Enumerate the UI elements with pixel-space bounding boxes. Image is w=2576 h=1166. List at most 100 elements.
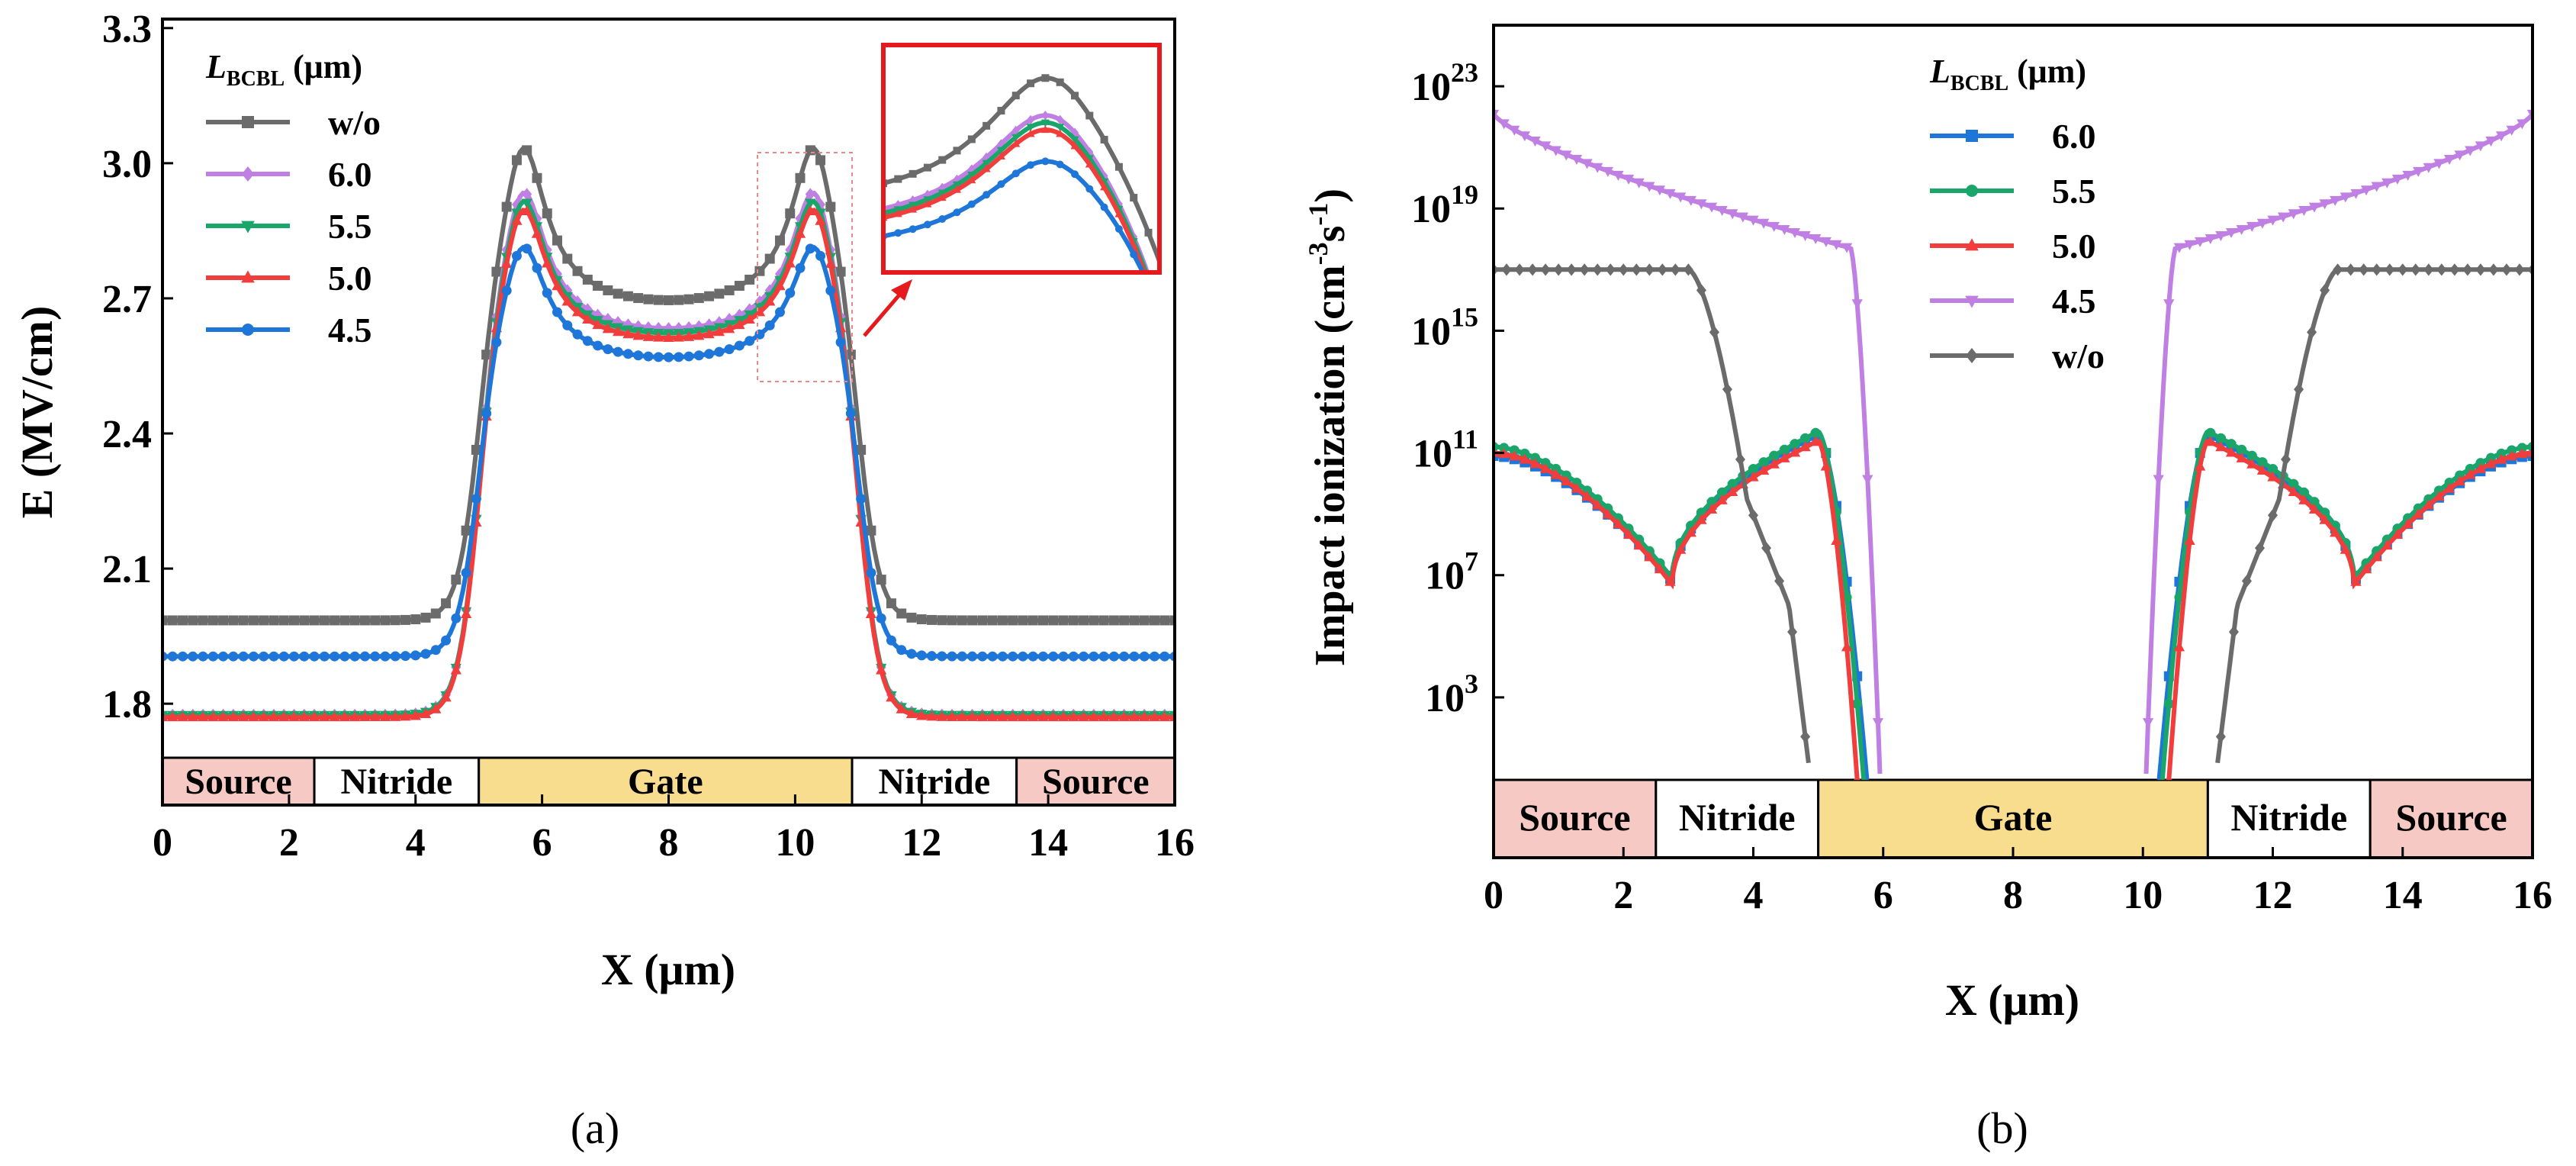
data-point	[1527, 263, 1538, 276]
inset-frame	[881, 43, 1162, 275]
series-a-w/o	[162, 145, 1175, 626]
data-point	[1529, 137, 1541, 147]
data-point	[380, 651, 391, 662]
data-point	[1758, 218, 1770, 229]
data-point	[178, 615, 188, 626]
data-point	[613, 346, 623, 357]
data-point	[2501, 263, 2512, 276]
data-point	[714, 288, 725, 299]
inset-series-4.5	[883, 157, 1146, 272]
x-tick-label: 0	[1484, 874, 1503, 917]
data-point	[1018, 615, 1028, 626]
data-point	[1118, 711, 1130, 722]
inset-point	[996, 147, 1005, 155]
region-label: Nitride	[341, 762, 453, 802]
data-point	[2268, 509, 2278, 522]
zoom-box	[757, 152, 853, 382]
inset-point	[938, 215, 947, 224]
data-point	[2153, 475, 2164, 485]
data-point	[1581, 491, 1593, 501]
data-point	[501, 258, 513, 269]
inset-point	[1011, 92, 1020, 100]
data-point	[2308, 503, 2320, 514]
data-point	[1068, 615, 1079, 626]
inset-point	[1056, 160, 1064, 169]
data-point	[664, 352, 674, 362]
data-point	[825, 285, 836, 296]
panel-a: Source Nitride Gate Nitride Source 0 2 4 6 8 10 12…	[12, 8, 1195, 1153]
x-tick-label: 10	[2123, 874, 2163, 917]
y-tick-label: 2.4	[102, 413, 152, 456]
data-point	[410, 650, 421, 661]
data-point	[269, 615, 279, 626]
data-point	[2215, 441, 2227, 452]
data-point	[704, 349, 715, 359]
data-point	[2166, 774, 2172, 780]
data-point	[1685, 527, 1696, 537]
data-point	[2506, 450, 2517, 461]
inset-point	[894, 229, 902, 237]
region-label: Source	[1042, 762, 1149, 802]
data-point	[2267, 215, 2279, 226]
data-point	[1602, 508, 1613, 519]
inset-point	[937, 193, 947, 201]
data-point	[744, 336, 755, 346]
data-point	[805, 145, 815, 156]
data-point	[207, 711, 219, 722]
region-gate	[1817, 778, 2209, 859]
data-point	[2277, 212, 2289, 223]
data-point	[289, 651, 300, 662]
data-point	[825, 258, 836, 269]
data-point	[1098, 711, 1110, 722]
data-point	[2173, 243, 2185, 253]
data-point	[542, 257, 553, 268]
data-point	[2228, 625, 2239, 639]
data-point	[2257, 457, 2268, 468]
data-point	[1644, 263, 1655, 276]
panel-label-b: (b)	[1976, 1103, 2028, 1153]
data-point	[1735, 453, 1745, 466]
data-point	[481, 408, 492, 419]
legend-label: 5.5	[2052, 172, 2096, 211]
data-point	[997, 651, 1008, 662]
data-point	[2294, 383, 2304, 396]
data-point	[774, 307, 785, 317]
data-point	[1716, 494, 1728, 504]
data-point	[2298, 487, 2309, 498]
data-point	[1841, 641, 1853, 652]
data-point	[622, 349, 633, 359]
data-point	[1722, 383, 1732, 396]
data-point	[319, 615, 330, 626]
data-point	[734, 319, 745, 330]
data-point	[440, 691, 452, 702]
data-point	[784, 257, 796, 268]
inset-series-w/o	[883, 74, 1159, 263]
data-point	[400, 614, 410, 625]
data-point	[471, 444, 481, 455]
inset-point	[1085, 155, 1094, 163]
legend-marker	[1966, 185, 1978, 197]
data-point	[967, 651, 978, 662]
data-point	[1820, 237, 1832, 247]
series-a-5.5	[162, 198, 1175, 721]
data-point	[643, 351, 654, 362]
data-point	[1057, 711, 1069, 722]
data-point	[1862, 475, 1873, 485]
data-point	[2350, 575, 2362, 586]
data-point	[2215, 730, 2226, 743]
data-point	[1068, 711, 1079, 722]
data-point	[2443, 154, 2455, 165]
x-tick-label: 14	[1028, 821, 1068, 865]
data-point	[329, 711, 340, 722]
data-point	[542, 288, 552, 298]
inset-point	[1026, 124, 1035, 132]
inset-point	[1085, 185, 1094, 193]
region-label: Nitride	[2230, 796, 2347, 839]
data-point	[2205, 234, 2216, 244]
data-point	[187, 711, 198, 722]
data-point	[643, 294, 654, 304]
data-point	[927, 651, 937, 662]
data-point	[724, 285, 735, 295]
inset-point	[953, 185, 962, 193]
data-point	[724, 344, 735, 355]
